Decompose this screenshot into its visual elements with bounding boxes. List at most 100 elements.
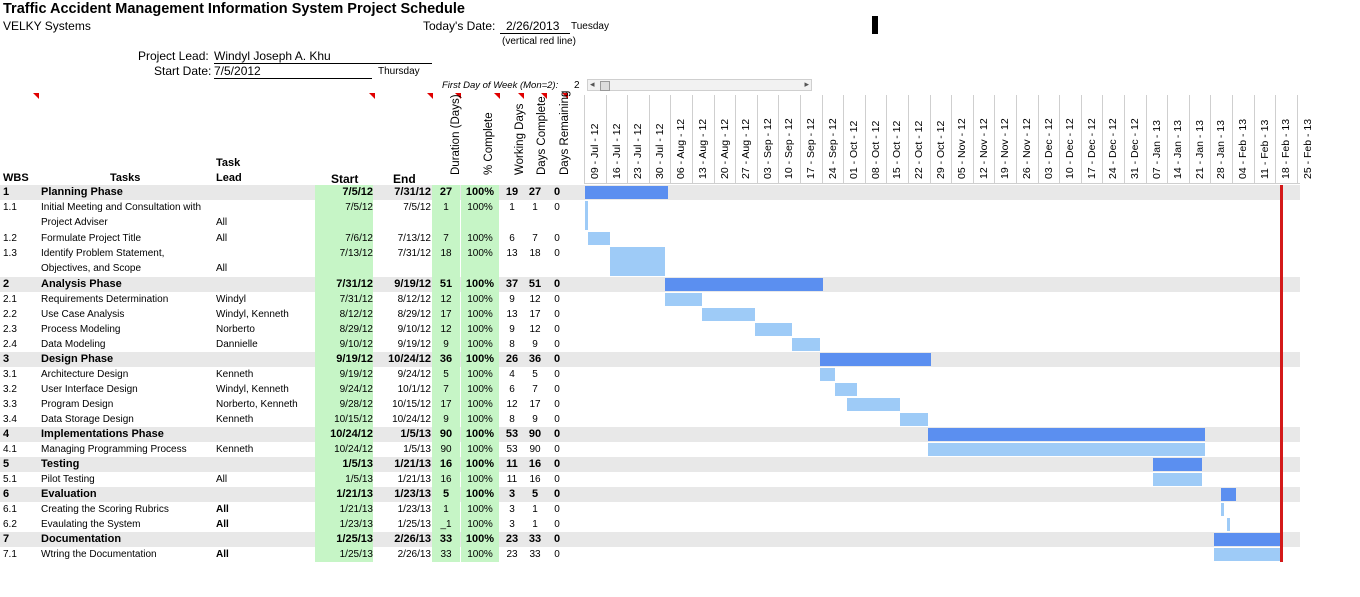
start-date-cell[interactable]: 1/5/13 <box>315 457 373 472</box>
start-date-cell[interactable]: 7/31/12 <box>315 292 373 307</box>
pct-complete-cell[interactable]: 100% <box>461 337 499 352</box>
task-name-cell[interactable]: Formulate Project Title <box>41 233 142 244</box>
working-days-cell[interactable]: 23 <box>505 533 519 545</box>
task-lead-cell[interactable]: Windyl, Kenneth <box>216 309 289 320</box>
days-remaining-cell[interactable]: 0 <box>554 339 560 350</box>
task-name-cell[interactable]: Identify Problem Statement, Objectives, a… <box>41 246 213 277</box>
task-lead-cell[interactable]: Norberto, Kenneth <box>216 399 298 410</box>
pct-complete-cell[interactable]: 100% <box>461 427 499 442</box>
duration-cell[interactable]: 12 <box>432 322 460 337</box>
task-lead-cell[interactable] <box>216 352 316 367</box>
working-days-cell[interactable]: 11 <box>506 458 518 470</box>
start-date-cell[interactable]: 7/5/12 <box>315 200 373 231</box>
start-date-cell[interactable]: 1/5/13 <box>315 472 373 487</box>
phase-row[interactable]: 5 Testing 1/5/13 1/21/13 16 100% 11 16 0 <box>0 457 1300 472</box>
duration-cell[interactable]: _1 <box>432 517 460 532</box>
working-days-cell[interactable]: 6 <box>509 384 515 395</box>
wbs-cell[interactable]: 1.3 <box>3 248 17 259</box>
days-remaining-cell[interactable]: 0 <box>553 186 561 198</box>
days-remaining-cell[interactable]: 0 <box>553 353 561 365</box>
working-days-cell[interactable]: 11 <box>506 474 518 485</box>
end-date-cell[interactable]: 1/25/13 <box>397 519 431 530</box>
pct-complete-cell[interactable]: 100% <box>461 502 499 517</box>
duration-cell[interactable]: 17 <box>432 307 460 322</box>
wbs-cell[interactable]: 1.1 <box>3 202 17 213</box>
duration-cell[interactable]: 9 <box>432 337 460 352</box>
days-remaining-cell[interactable]: 0 <box>553 278 561 290</box>
working-days-cell[interactable]: 4 <box>509 369 515 380</box>
start-date-cell[interactable]: 7/31/12 <box>315 277 373 292</box>
pct-complete-cell[interactable]: 100% <box>461 532 499 547</box>
end-date-cell[interactable]: 1/21/13 <box>397 474 431 485</box>
task-lead-cell[interactable]: Dannielle <box>216 339 258 350</box>
phase-row[interactable]: 3 Design Phase 9/19/12 10/24/12 36 100% 26 36 0 <box>0 352 1300 367</box>
end-date-cell[interactable]: 7/13/12 <box>397 233 431 244</box>
task-row[interactable]: 5.1 Pilot Testing All 1/5/13 1/21/13 16 100% 11… <box>0 472 1300 487</box>
days-remaining-cell[interactable]: 0 <box>554 233 560 244</box>
task-name-cell[interactable]: Wtring the Documentation <box>41 549 157 560</box>
end-date-cell[interactable]: 10/1/12 <box>397 384 431 395</box>
task-name-cell[interactable]: Documentation <box>41 533 122 545</box>
duration-cell[interactable]: 1 <box>432 200 460 231</box>
pct-complete-cell[interactable]: 100% <box>461 231 499 246</box>
days-remaining-cell[interactable]: 0 <box>554 414 560 425</box>
working-days-cell[interactable]: 3 <box>509 519 515 530</box>
wbs-cell[interactable]: 1.2 <box>3 233 17 244</box>
task-row[interactable]: 1.2 Formulate Project Title All 7/6/12 7/13/… <box>0 231 1300 246</box>
pct-complete-cell[interactable]: 100% <box>461 292 499 307</box>
days-complete-cell[interactable]: 12 <box>529 324 541 335</box>
pct-complete-cell[interactable]: 100% <box>461 367 499 382</box>
duration-cell[interactable]: 12 <box>432 292 460 307</box>
wbs-cell[interactable]: 3.2 <box>3 384 17 395</box>
task-name-cell[interactable]: Program Design <box>41 399 114 410</box>
end-date-cell[interactable]: 1/5/13 <box>400 428 431 440</box>
task-row[interactable]: 3.3 Program Design Norberto, Kenneth 9/28/1… <box>0 397 1300 412</box>
days-complete-cell[interactable]: 18 <box>529 248 541 259</box>
task-lead-cell[interactable]: Windyl <box>216 294 247 305</box>
task-lead-cell[interactable]: All <box>216 233 228 244</box>
wbs-cell[interactable]: 5 <box>3 458 10 470</box>
end-date-cell[interactable]: 9/19/12 <box>394 278 431 290</box>
days-complete-cell[interactable]: 12 <box>529 294 541 305</box>
start-date-cell[interactable]: 1/21/13 <box>315 502 373 517</box>
task-row[interactable]: 6.1 Creating the Scoring Rubrics All 1/21/1… <box>0 502 1300 517</box>
end-date-cell[interactable]: 1/21/13 <box>394 458 431 470</box>
start-date-cell[interactable]: 7/6/12 <box>315 231 373 246</box>
end-date-cell[interactable]: 10/24/12 <box>392 414 431 425</box>
task-row[interactable]: 3.1 Architecture Design Kenneth 9/19/12 9/24… <box>0 367 1300 382</box>
task-name-cell[interactable]: Process Modeling <box>41 324 121 335</box>
end-date-cell[interactable]: 2/26/13 <box>397 549 431 560</box>
days-remaining-cell[interactable]: 0 <box>553 533 561 545</box>
task-name-cell[interactable]: Design Phase <box>41 353 114 365</box>
task-lead-cell[interactable]: All <box>216 246 316 277</box>
start-date-cell[interactable]: 9/19/12 <box>315 352 373 367</box>
days-complete-cell[interactable]: 17 <box>529 399 541 410</box>
duration-cell[interactable]: 36 <box>432 352 460 367</box>
days-remaining-cell[interactable]: 0 <box>554 444 560 455</box>
task-row[interactable]: 7.1 Wtring the Documentation All 1/25/13 2/2… <box>0 547 1300 562</box>
working-days-cell[interactable]: 53 <box>506 444 518 455</box>
end-date-cell[interactable]: 10/15/12 <box>392 399 431 410</box>
days-complete-cell[interactable]: 90 <box>528 428 542 440</box>
week-scrollbar[interactable]: ◂ ▸ <box>587 79 812 91</box>
working-days-cell[interactable]: 19 <box>505 186 519 198</box>
wbs-cell[interactable]: 3 <box>3 353 10 365</box>
first-day-value[interactable]: 2 <box>574 80 580 91</box>
task-name-cell[interactable]: Architecture Design <box>41 369 129 380</box>
days-remaining-cell[interactable]: 0 <box>553 428 561 440</box>
days-complete-cell[interactable]: 9 <box>532 414 538 425</box>
end-date-cell[interactable]: 7/5/12 <box>403 202 431 213</box>
task-name-cell[interactable]: Evaluation <box>41 488 97 500</box>
pct-complete-cell[interactable]: 100% <box>461 412 499 427</box>
duration-cell[interactable]: 5 <box>432 367 460 382</box>
scroll-right-icon[interactable]: ▸ <box>804 79 809 89</box>
pct-complete-cell[interactable]: 100% <box>461 397 499 412</box>
task-row[interactable]: 3.2 User Interface Design Windyl, Kenneth 9… <box>0 382 1300 397</box>
task-lead-cell[interactable]: Norberto <box>216 324 255 335</box>
task-lead-cell[interactable]: All <box>216 549 229 560</box>
wbs-cell[interactable]: 7 <box>3 533 10 545</box>
end-date-cell[interactable]: 9/10/12 <box>397 324 431 335</box>
phase-row[interactable]: 2 Analysis Phase 7/31/12 9/19/12 51 100% 37 51 0 <box>0 277 1300 292</box>
wbs-cell[interactable]: 2 <box>3 278 10 290</box>
todays-date-field[interactable]: 2/26/2013 <box>500 19 570 34</box>
